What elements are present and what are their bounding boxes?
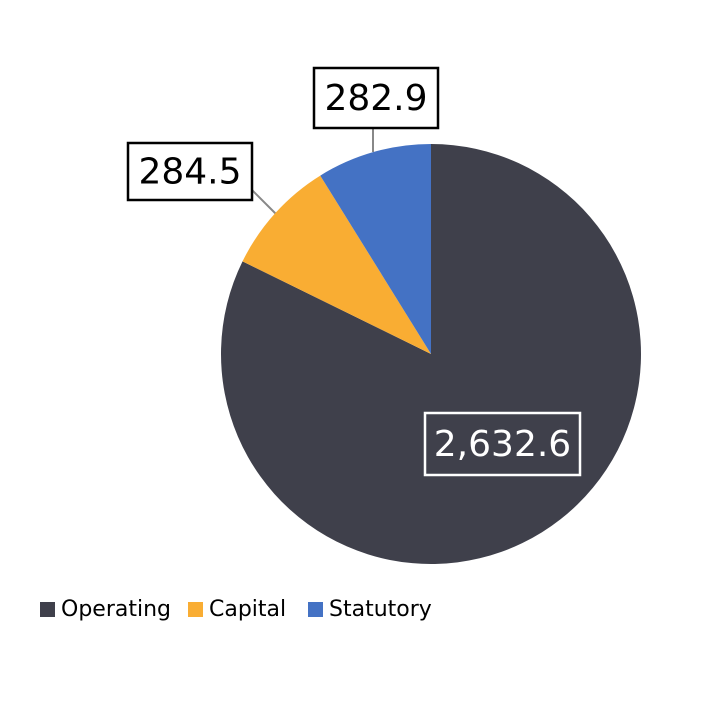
label-box <box>423 411 582 477</box>
legend-swatch <box>40 602 55 617</box>
label-box <box>312 66 440 130</box>
pie-slice <box>320 144 431 354</box>
legend-swatch <box>188 602 203 617</box>
legend-label: Statutory <box>329 597 432 622</box>
legend-label: Operating <box>61 597 171 622</box>
data-label: 282.9 <box>324 78 427 119</box>
data-label: 284.5 <box>138 152 241 193</box>
pie-slice <box>242 175 431 354</box>
legend-label: Capital <box>209 597 286 622</box>
label-box <box>126 141 254 202</box>
data-label: 2,632.6 <box>434 424 571 465</box>
legend-swatch <box>308 602 323 617</box>
leader-line <box>251 189 277 215</box>
